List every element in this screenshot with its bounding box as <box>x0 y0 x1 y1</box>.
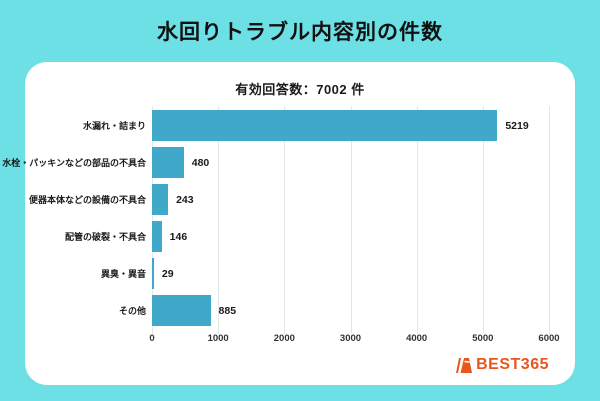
gridline <box>350 106 352 334</box>
gridline <box>482 106 484 334</box>
category-label: 水栓・パッキンなどの部品の不具合 <box>2 158 146 168</box>
bar-value-label: 5219 <box>505 119 529 132</box>
gridline <box>416 106 418 334</box>
category-label: その他 <box>118 306 146 316</box>
bar-rows: 水漏れ・詰まり 5219 水栓・パッキンなどの部品の不具合 480 便器本体などの設備の… <box>2 110 549 332</box>
bar <box>152 295 211 326</box>
bar-value-label: 885 <box>218 304 237 317</box>
x-tick-label: 5000 <box>472 333 494 344</box>
x-tick-label: 3000 <box>339 333 362 344</box>
bar <box>152 221 162 252</box>
chart-subtitle: 有効回答数：7002 件 <box>235 82 365 97</box>
x-tick-label: 1000 <box>207 333 229 344</box>
best365-mark-icon <box>455 357 473 374</box>
bar <box>152 147 184 178</box>
gridline <box>549 106 550 334</box>
x-axis: 0 1000 2000 3000 4000 5000 6000 <box>149 333 559 347</box>
bar-value-label: 480 <box>191 156 210 169</box>
bar <box>152 110 498 141</box>
bar-row: 水栓・パッキンなどの部品の不具合 480 <box>2 147 549 178</box>
category-label: 便器本体などの設備の不具合 <box>28 195 146 205</box>
brand-logo: BEST365 <box>455 356 549 374</box>
bar <box>152 184 169 215</box>
gridline <box>284 106 286 334</box>
bar-value-label: 29 <box>161 267 174 280</box>
bar-value-label: 243 <box>176 193 194 206</box>
x-tick-label: 0 <box>149 333 155 344</box>
category-label: 配管の破裂・不具合 <box>64 232 146 242</box>
bar-row: その他 885 <box>119 295 549 326</box>
gridline <box>152 106 153 334</box>
x-tick-label: 2000 <box>273 333 295 344</box>
bar-value-label: 146 <box>169 230 188 243</box>
category-label: 異臭・異音 <box>100 269 146 279</box>
gridline <box>218 106 220 334</box>
bar-row: 配管の破裂・不具合 146 <box>65 221 549 252</box>
brand-logo-text: BEST365 <box>476 356 549 373</box>
x-tick-label: 6000 <box>538 333 560 344</box>
page-title: 水回りトラブル内容別の件数 <box>157 21 443 44</box>
x-tick-label: 4000 <box>406 333 428 344</box>
bar-row: 便器本体などの設備の不具合 243 <box>29 184 549 215</box>
bar <box>152 258 154 289</box>
plot-gridlines <box>152 106 550 334</box>
bar-row: 異臭・異音 29 <box>101 258 549 289</box>
chart-card: 有効回答数：7002 件 水漏れ・詰まり 5219 水栓・パッキンなどの部品の不具合… <box>2 62 575 385</box>
bar-row: 水漏れ・詰まり 5219 <box>83 110 549 141</box>
category-label: 水漏れ・詰まり <box>82 121 146 131</box>
